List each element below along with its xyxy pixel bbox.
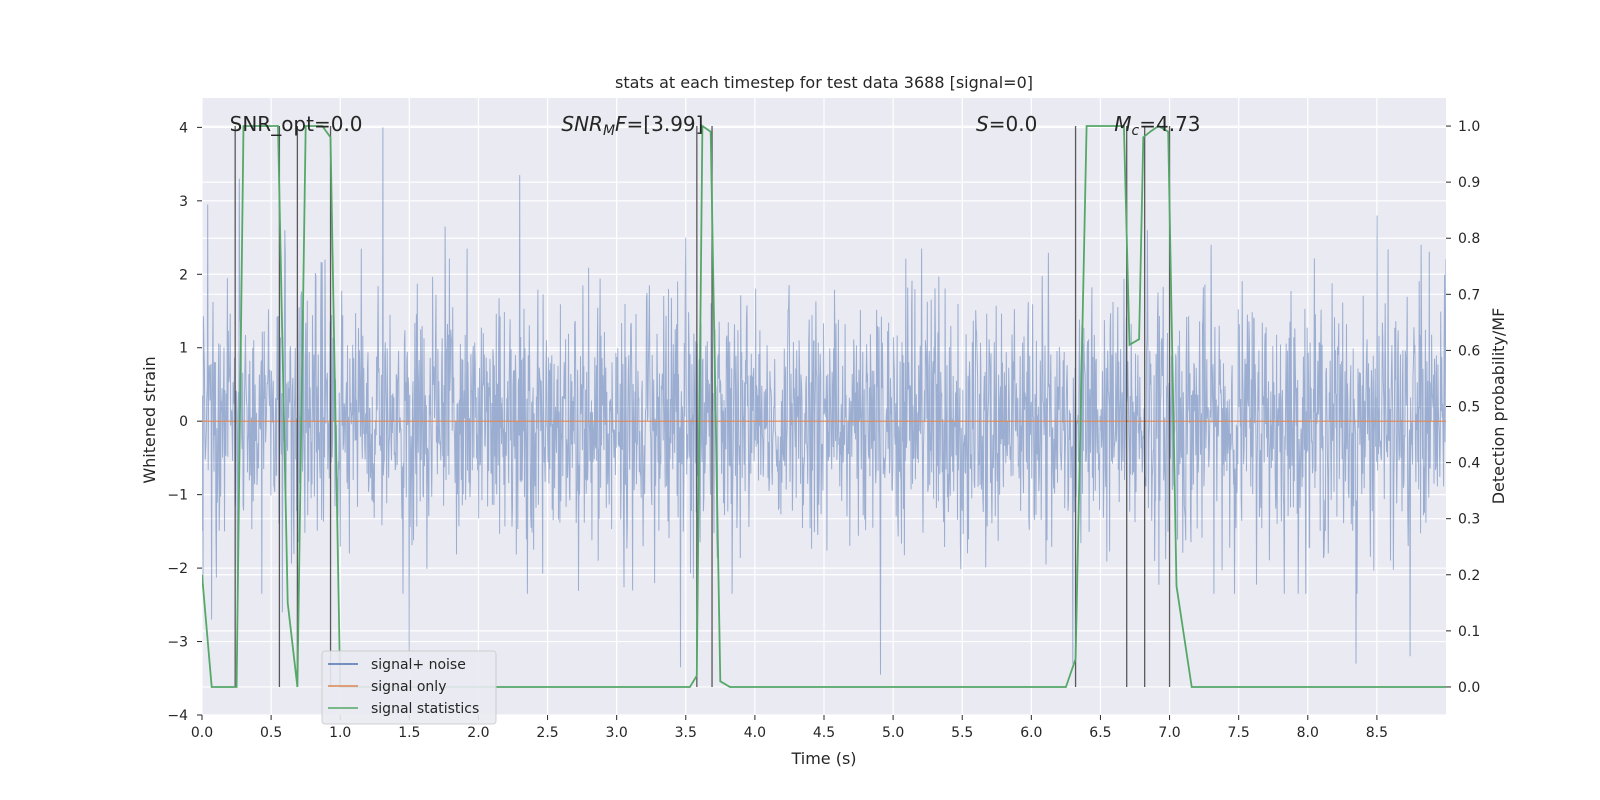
- x-tick-label: 7.5: [1228, 725, 1250, 741]
- legend-label-signal-noise: signal+ noise: [371, 657, 466, 673]
- x-axis-ticks: 0.0 0.5 1.0 1.5 2.0 2.5 3.0 3.5 4.0 4.5 5.0 5.5 6.0 6…: [191, 715, 1388, 741]
- y-right-tick-label: 0.9: [1458, 175, 1480, 191]
- annotation-0: SNR_opt=0.0: [230, 112, 363, 136]
- x-tick-label: 2.0: [467, 725, 489, 741]
- y-right-axis-label: Detection probability/MF: [1489, 308, 1508, 505]
- x-tick-label: 0.0: [191, 725, 213, 741]
- x-tick-label: 5.5: [951, 725, 973, 741]
- y-left-tick-label: 2: [179, 267, 188, 283]
- legend-box: [321, 650, 497, 725]
- legend-label-signal-only: signal only: [371, 679, 446, 695]
- chart-title: stats at each timestep for test data 368…: [615, 73, 1033, 92]
- x-tick-label: 8.5: [1366, 725, 1388, 741]
- series-signal-statistics-line: [202, 124, 1446, 688]
- x-tick-label: 8.0: [1297, 725, 1319, 741]
- x-tick-label: 2.5: [536, 725, 558, 741]
- y-left-tick-label: 3: [179, 194, 188, 210]
- y-right-tick-label: 0.3: [1458, 512, 1480, 528]
- y-right-tick-label: 1.0: [1458, 119, 1480, 135]
- x-tick-label: 1.0: [329, 725, 351, 741]
- y-right-axis-ticks: 1.0 0.9 0.8 0.7 0.6 0.5 0.4 0.3 0.2 0.1 0.0: [1446, 119, 1480, 696]
- legend: signal+ noise signal only signal statist…: [321, 650, 497, 725]
- y-right-tick-label: 0.8: [1458, 231, 1480, 247]
- y-left-axis-ticks: 4 3 2 1 0 −1 −2 −3 −4: [167, 120, 202, 724]
- series-signal-statistics-layer: [202, 124, 1446, 688]
- x-tick-label: 3.0: [606, 725, 628, 741]
- series-signal-noise: [202, 127, 1446, 675]
- y-left-tick-label: −1: [167, 488, 188, 504]
- series-signal-noise-line: [202, 127, 1446, 675]
- annotation-2: S=0.0: [976, 112, 1037, 136]
- y-left-tick-label: −2: [167, 561, 188, 577]
- x-tick-label: 4.0: [744, 725, 766, 741]
- x-tick-label: 3.5: [675, 725, 697, 741]
- x-tick-label: 6.5: [1089, 725, 1111, 741]
- legend-label-signal-statistics: signal statistics: [371, 701, 479, 717]
- annotation-1: SNRMF=[3.99]: [561, 112, 703, 139]
- y-left-tick-label: 4: [179, 120, 188, 136]
- x-tick-label: 4.5: [813, 725, 835, 741]
- y-right-tick-label: 0.5: [1458, 400, 1480, 416]
- annotation-3: Mc=4.73: [1114, 112, 1200, 139]
- x-tick-label: 0.5: [260, 725, 282, 741]
- x-tick-label: 5.0: [882, 725, 904, 741]
- y-left-tick-label: −3: [167, 635, 188, 651]
- y-right-tick-label: 0.1: [1458, 624, 1480, 640]
- y-right-tick-label: 0.7: [1458, 287, 1480, 303]
- y-left-tick-label: 1: [179, 341, 188, 357]
- x-tick-label: 1.5: [398, 725, 420, 741]
- y-left-axis-label: Whitened strain: [140, 356, 159, 483]
- y-right-tick-label: 0.2: [1458, 568, 1480, 584]
- y-left-tick-label: −4: [167, 708, 188, 724]
- annotations: SNR_opt=0.0 SNRMF=[3.99] S=0.0 Mc=4.73: [230, 112, 1201, 139]
- y-right-tick-label: 0.0: [1458, 680, 1480, 696]
- y-right-tick-label: 0.4: [1458, 456, 1480, 472]
- y-left-tick-label: 0: [179, 414, 188, 430]
- x-tick-label: 6.0: [1020, 725, 1042, 741]
- x-axis-label: Time (s): [790, 749, 856, 768]
- y-right-tick-label: 0.6: [1458, 343, 1480, 359]
- x-tick-label: 7.0: [1158, 725, 1180, 741]
